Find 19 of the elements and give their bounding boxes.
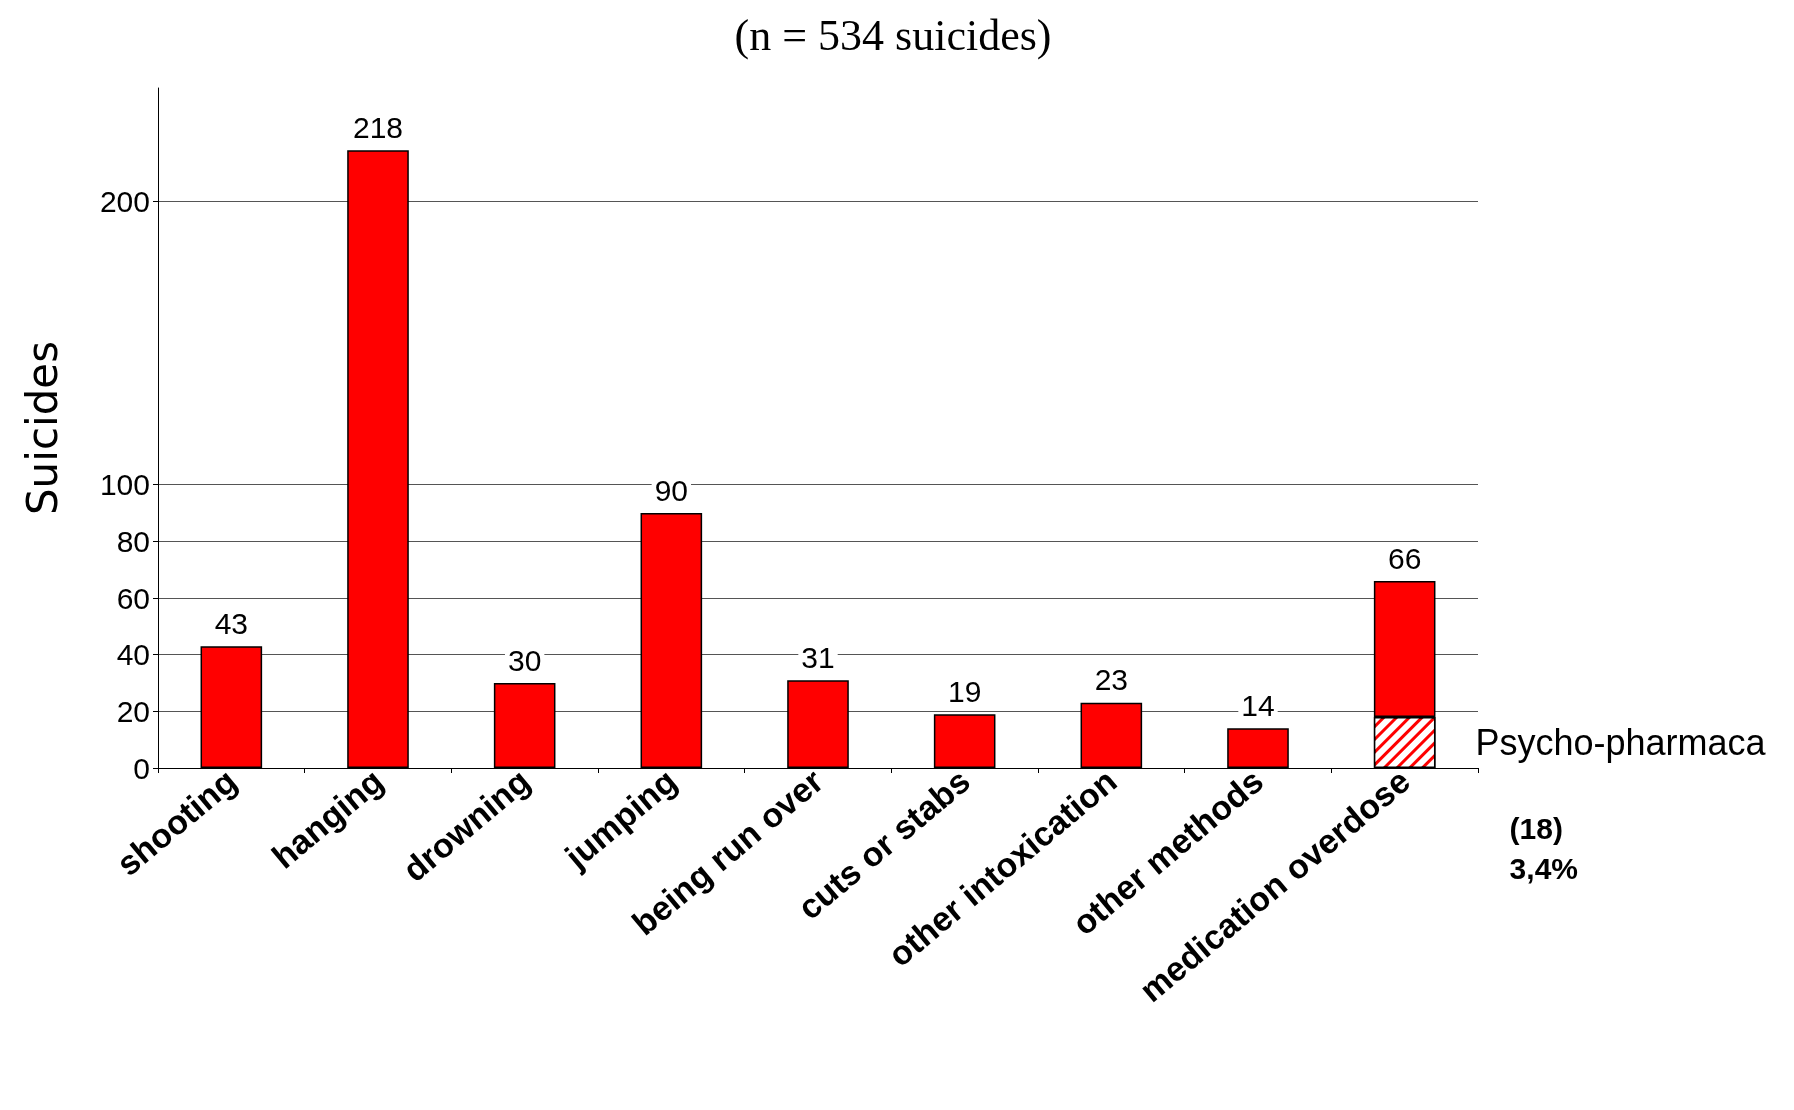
y-axis-title: Suicides [17,340,67,516]
total-label: 31 [801,640,835,674]
series-label: Psycho-pharmaca [1475,722,1767,763]
y-tick-label: 40 [116,638,150,672]
total-label: 19 [947,674,982,708]
y-tick-label: 60 [116,581,150,615]
y-tick-label: 20 [116,694,150,728]
chart-title: (n = 534 suicides) [734,10,1052,60]
total-label: 14 [1241,688,1275,722]
text: (18) 3,4% [1509,811,1579,885]
y-tick-label: 200 [99,184,150,218]
y-tick-label: 100 [99,468,150,502]
total-label: 218 [352,110,404,144]
y-tick-label: 80 [116,524,150,558]
total-label: 90 [654,473,689,507]
total-label: 66 [1387,541,1422,575]
total-label: 30 [507,643,542,677]
total-label: 43 [214,606,249,640]
total-label: 23 [1094,663,1129,697]
